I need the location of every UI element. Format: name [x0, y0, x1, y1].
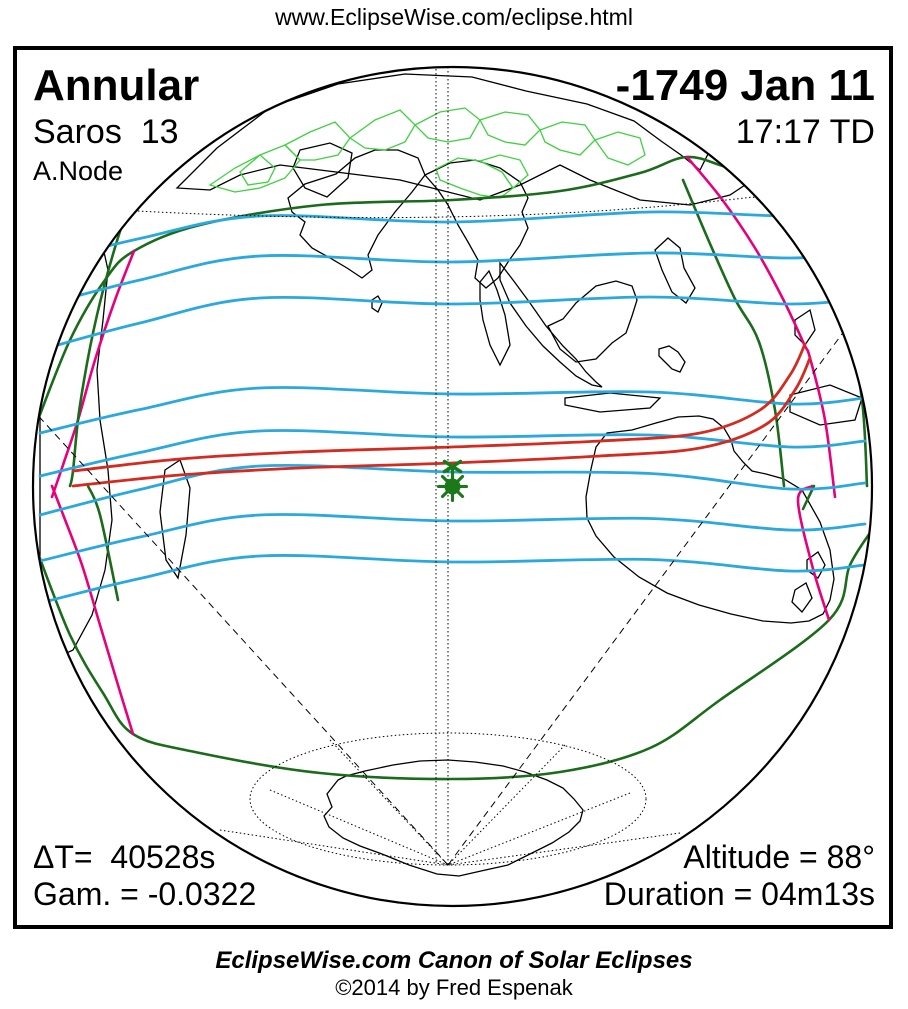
svg-text:EclipseWise.com Canon of Solar: EclipseWise.com Canon of Solar Eclipses: [215, 947, 692, 974]
svg-text:Duration = 04m13s: Duration = 04m13s: [604, 876, 875, 912]
svg-text:17:17 TD: 17:17 TD: [736, 113, 875, 151]
svg-text:www.EclipseWise.com/eclipse.ht: www.EclipseWise.com/eclipse.html: [274, 4, 633, 30]
svg-text:-1749 Jan 11: -1749 Jan 11: [616, 61, 875, 110]
svg-text:ΔT= 40528s: ΔT= 40528s: [33, 839, 215, 875]
svg-text:Annular: Annular: [33, 61, 199, 110]
svg-text:A.Node: A.Node: [33, 156, 123, 186]
svg-text:©2014 by Fred Espenak: ©2014 by Fred Espenak: [335, 975, 574, 1000]
svg-text:Gam. = -0.0322: Gam. = -0.0322: [33, 876, 256, 912]
svg-text:Saros 13: Saros 13: [33, 113, 179, 151]
svg-text:Altitude = 88°: Altitude = 88°: [683, 839, 875, 875]
